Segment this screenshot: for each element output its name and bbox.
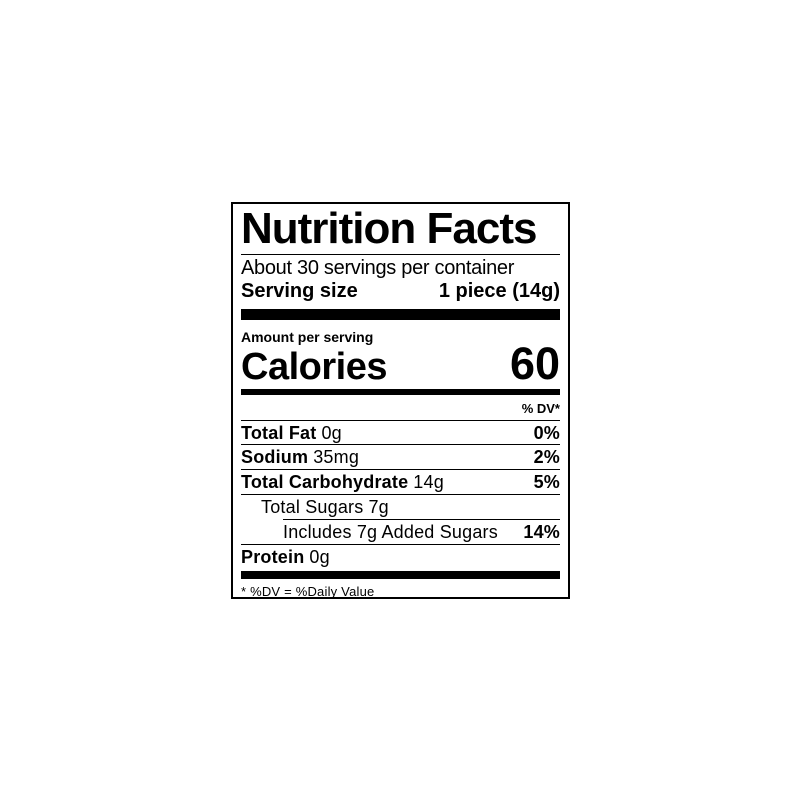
nutrient-dv: 0% — [533, 422, 560, 443]
nutrient-name-amount: Protein 0g — [241, 548, 330, 567]
nutrient-name: Total Carbohydrate — [241, 472, 409, 493]
serving-size-row: Serving size 1 piece (14g) — [241, 280, 560, 302]
nutrient-name-amount: Sodium 35mg — [241, 448, 359, 467]
nutrient-row-total-carbohydrate: Total Carbohydrate 14g 5% — [241, 469, 560, 494]
divider-thick-bar-top — [241, 309, 560, 320]
divider-thin — [241, 254, 560, 255]
nutrient-name: Total Fat — [241, 422, 317, 443]
calories-label: Calories — [241, 346, 387, 389]
added-sugars-wrap: Includes 7g Added Sugars 14% — [283, 519, 560, 544]
nutrient-dv: 2% — [533, 447, 560, 468]
servings-per-container: About 30 servings per container — [241, 257, 515, 279]
nutrient-name-amount: Total Fat 0g — [241, 422, 342, 443]
nutrient-amount: 7g — [368, 497, 389, 518]
nutrition-facts-label: Nutrition Facts About 30 servings per co… — [231, 202, 570, 599]
serving-size-label: Serving size — [241, 280, 358, 302]
nutrient-name: Protein — [241, 547, 305, 568]
serving-size-value: 1 piece (14g) — [438, 280, 560, 302]
nutrient-row-total-fat: Total Fat 0g 0% — [241, 419, 560, 445]
divider-thick-bar-bottom — [241, 570, 560, 579]
nutrient-amount: 14g — [413, 472, 444, 493]
nutrient-dv: 5% — [533, 472, 560, 493]
nutrition-facts-title: Nutrition Facts — [241, 204, 537, 253]
nutrient-amount: 0g — [321, 422, 342, 443]
daily-value-header: % DV* — [521, 400, 560, 416]
nutrient-name: Total Sugars — [261, 497, 364, 518]
nutrient-amount: 35mg — [313, 447, 360, 468]
nutrient-name: Sodium — [241, 447, 309, 468]
daily-value-footnote: * %DV = %Daily Value — [241, 583, 375, 599]
calories-value: 60 — [509, 338, 560, 390]
nutrient-row-added-sugars: Includes 7g Added Sugars 14% — [283, 520, 560, 544]
nutrient-row-protein: Protein 0g — [241, 544, 560, 569]
nutrient-name: Includes 7g Added Sugars — [283, 522, 498, 543]
nutrient-amount: 0g — [309, 547, 330, 568]
nutrient-name-amount: Total Carbohydrate 14g — [241, 473, 444, 492]
nutrient-dv: 14% — [523, 522, 560, 543]
calories-row: Calories 60 — [241, 338, 560, 390]
nutrient-row-total-sugars: Total Sugars 7g — [241, 494, 560, 519]
nutrient-name-amount: Total Sugars 7g — [261, 498, 389, 517]
divider-medium-bar — [241, 388, 560, 395]
nutrient-row-sodium: Sodium 35mg 2% — [241, 444, 560, 469]
amount-per-serving-label: Amount per serving — [241, 329, 374, 345]
